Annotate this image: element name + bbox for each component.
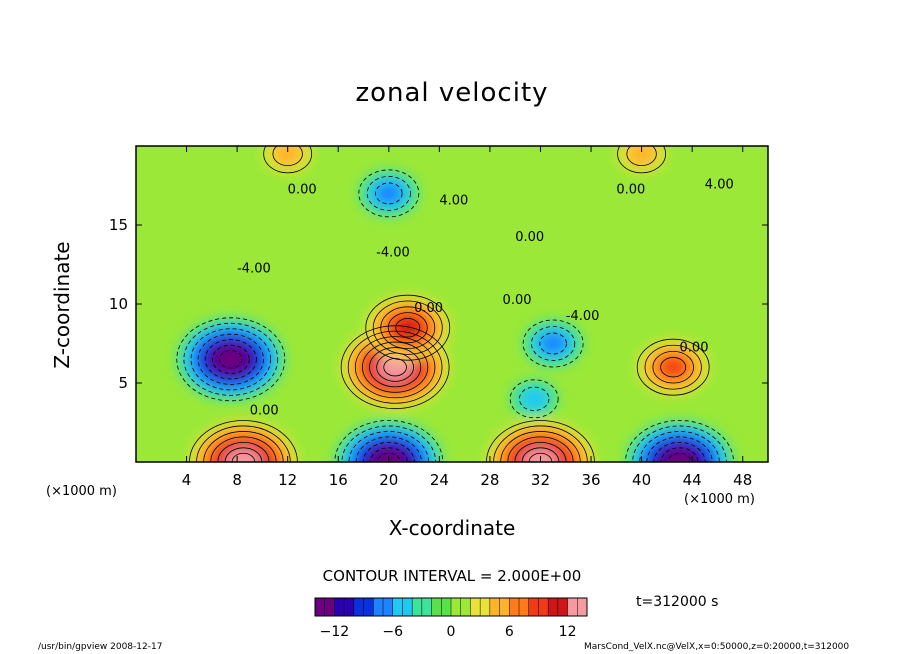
contour-line (521, 447, 560, 462)
chart-title: zonal velocity (355, 78, 549, 108)
x-tick-label: 16 (329, 471, 348, 489)
time-label: t=312000 s (636, 594, 719, 610)
colorbar-tick-label: −6 (382, 624, 403, 640)
contour-line (204, 339, 257, 380)
contour-label: 0.00 (250, 404, 279, 419)
colorbar-tick-label: 6 (505, 624, 514, 640)
contour-line (369, 347, 422, 388)
x-unit-label-right: (×1000 m) (684, 492, 755, 507)
x-tick-label: 28 (480, 471, 499, 489)
contour-line (176, 317, 286, 402)
velocity-minimum-9 (625, 420, 734, 462)
contour-line (617, 146, 666, 174)
x-axis-ticks: 4 8 12 16 20 24 28 32 36 40 44 48 (182, 146, 752, 489)
contour-label: -4.00 (376, 246, 410, 261)
x-tick-label: 20 (379, 471, 398, 489)
x-tick-label: 44 (683, 471, 702, 489)
contour-line (210, 436, 277, 462)
contour-label: 4.00 (439, 193, 468, 208)
contour-line (355, 436, 422, 462)
colorbar (314, 597, 588, 617)
x-tick-label: 36 (581, 471, 600, 489)
contour-label: 0.00 (616, 182, 645, 197)
contour-line (190, 328, 271, 391)
contour-line (189, 420, 298, 462)
contour-line (531, 326, 576, 361)
contour-interval-label: CONTOUR INTERVAL = 2.000E+00 (322, 567, 582, 585)
colorbar-tick-label: 0 (447, 624, 456, 640)
contour-line (625, 420, 734, 462)
contour-line (272, 146, 303, 166)
contour-label: -4.00 (237, 261, 271, 276)
contour-line (522, 319, 584, 368)
x-tick-label: 12 (278, 471, 297, 489)
y-tick-label: 10 (109, 295, 128, 313)
contour-line (518, 386, 550, 411)
contour-label: 0.00 (288, 182, 317, 197)
contour-line (644, 344, 702, 390)
contour-line (636, 338, 710, 396)
x-tick-label: 24 (430, 471, 449, 489)
field-background (136, 146, 768, 462)
contour-labels: 0.00 -4.00 4.00 0.00 -4.00 0.00 0.00 -4.00 0.00 0… (237, 178, 734, 419)
colorbar-tick-label: 12 (559, 624, 577, 640)
y-tick-label: 15 (109, 216, 128, 234)
contour-label: 4.00 (705, 178, 734, 193)
x-axis-label: X-coordinate (388, 516, 516, 540)
contour-line (358, 169, 420, 218)
x-unit-label-left: (×1000 m) (46, 484, 117, 499)
contour-line (365, 294, 451, 361)
contour-label: 0.00 (515, 230, 544, 245)
contour-line (380, 306, 436, 349)
x-tick-label: 40 (632, 471, 651, 489)
colorbar-tick-label: −12 (320, 624, 350, 640)
x-tick-label: 48 (733, 471, 752, 489)
contour-line (387, 312, 428, 344)
contour-line (362, 341, 429, 393)
x-tick-label: 32 (531, 471, 550, 489)
contour-line (486, 420, 595, 462)
contour-line (660, 357, 687, 378)
contour-line (507, 436, 574, 462)
y-tick-label: 5 (118, 374, 128, 392)
y-axis-label: Z-coordinate (50, 241, 74, 369)
contour-line (219, 350, 243, 369)
contour-line (224, 447, 263, 462)
colorbar-frame (314, 597, 588, 617)
contour-line (334, 420, 444, 462)
contour-line (372, 300, 443, 355)
contour-label: 0.00 (414, 301, 443, 316)
contour-line (347, 330, 443, 404)
footer-data-source: MarsCond_VelX.nc@VelX,x=0:50000,z=0:2000… (584, 642, 850, 652)
y-axis-ticks: 5 10 15 (109, 216, 768, 392)
x-tick-label: 4 (182, 471, 192, 489)
contour-line (340, 325, 450, 410)
contour-line (366, 176, 411, 211)
contour-label: -4.00 (566, 309, 600, 324)
contour-line (354, 336, 436, 399)
contour-line (509, 379, 559, 419)
velocity-minimum-7 (334, 420, 443, 462)
contour-line (375, 182, 403, 205)
contour-line (183, 322, 279, 396)
contour-label: 0.00 (503, 293, 532, 308)
contour-line (646, 436, 713, 462)
contour-line (263, 146, 313, 174)
contour-label: 0.00 (680, 340, 709, 355)
velocity-field (136, 146, 768, 462)
contour-line (539, 332, 567, 355)
contour-line (626, 146, 657, 166)
contour-line (652, 350, 694, 384)
velocity-minimum-0 (176, 317, 285, 401)
colorbar-ticks: −12 −6 0 6 12 (320, 624, 577, 640)
velocity-minimum-4 (510, 379, 559, 418)
contour-line (211, 344, 250, 374)
velocity-maximum-12 (617, 146, 666, 173)
x-tick-label: 8 (232, 471, 242, 489)
velocity-maximum-11 (263, 146, 312, 173)
contour-line (395, 318, 421, 338)
contour-line (197, 333, 264, 385)
footer-program-date: /usr/bin/gpview 2008-12-17 (38, 642, 163, 652)
